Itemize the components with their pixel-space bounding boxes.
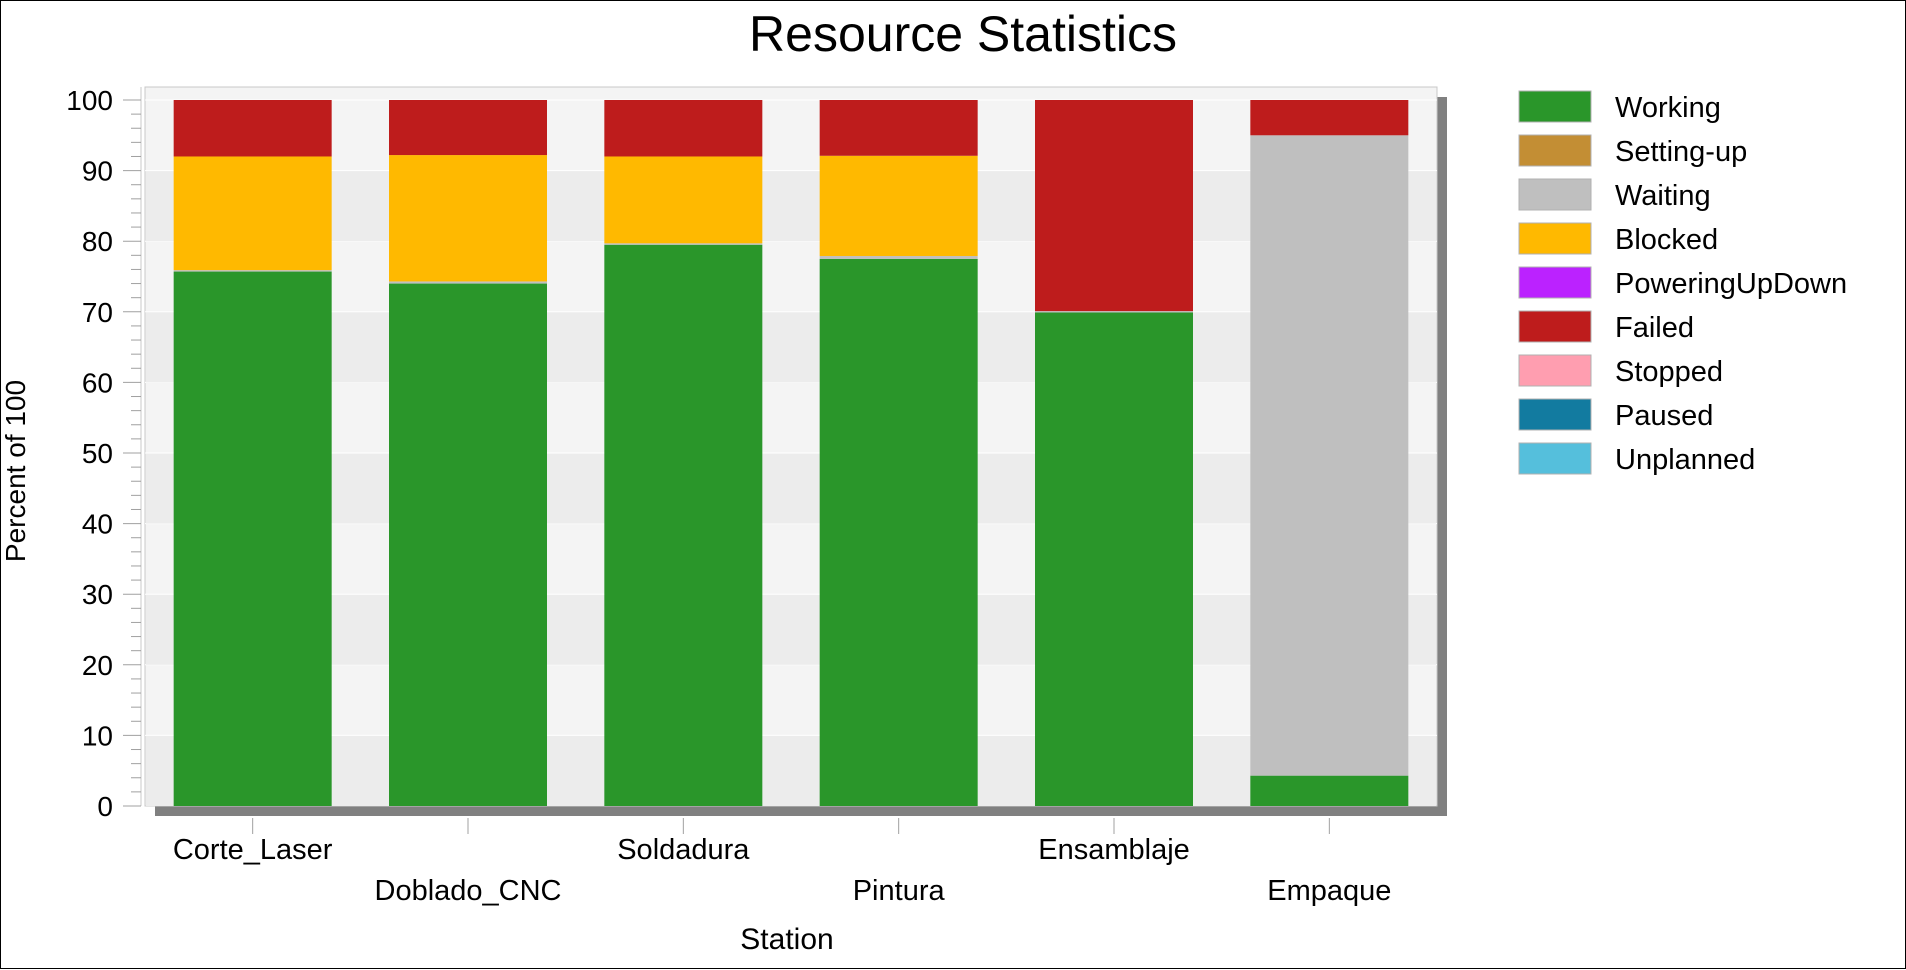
legend-swatch-unplanned xyxy=(1518,442,1592,475)
bar-segment-working-corte_laser xyxy=(173,271,332,807)
bar-segment-failed-ensamblaje xyxy=(1035,100,1193,312)
bar-segment-blocked-corte_laser xyxy=(173,156,332,271)
bar-segment-working-doblado_cnc xyxy=(389,283,547,806)
legend-label: Unplanned xyxy=(1615,444,1755,476)
legend-label: Stopped xyxy=(1615,356,1723,388)
y-axis: 0 10 20 30 40 50 60 70 80 90 100 xyxy=(66,85,142,822)
bar-segment-waiting-pintura xyxy=(819,256,978,259)
bar-segment-blocked-pintura xyxy=(819,155,978,257)
chart-title: Resource Statistics xyxy=(749,6,1177,62)
legend-swatch-blocked xyxy=(1518,222,1592,255)
grid-band xyxy=(146,453,1436,524)
legend-swatch-stopped xyxy=(1518,354,1592,387)
x-tick-label: Pintura xyxy=(853,875,946,907)
x-axis-label: Station xyxy=(740,923,833,956)
x-tick-label: Corte_Laser xyxy=(173,834,333,866)
y-tick-label: 30 xyxy=(82,579,113,610)
y-tick-label: 50 xyxy=(82,438,113,469)
y-tick-label: 90 xyxy=(82,156,113,187)
bar-segment-waiting-ensamblaje xyxy=(1035,311,1193,313)
bar-segment-failed-doblado_cnc xyxy=(389,100,547,156)
bar-segment-waiting-soldadura xyxy=(604,243,763,245)
legend-label: Paused xyxy=(1615,400,1713,432)
bars xyxy=(173,100,1409,807)
y-tick-label: 40 xyxy=(82,509,113,540)
bar-segment-working-pintura xyxy=(819,258,978,807)
bar-segment-blocked-doblado_cnc xyxy=(389,155,547,282)
y-axis-label: Percent of 100 xyxy=(1,380,31,562)
x-tick-label: Ensamblaje xyxy=(1038,834,1190,866)
x-tick-label: Soldadura xyxy=(617,834,750,866)
legend-label: Failed xyxy=(1615,312,1694,344)
bar-segment-waiting-doblado_cnc xyxy=(389,281,547,284)
legend-swatch-poweringupdown xyxy=(1518,266,1592,299)
legend: Working Setting-up Waiting Blocked PoweringU… xyxy=(1518,90,1847,476)
bar-segment-failed-soldadura xyxy=(604,100,763,157)
grid-band xyxy=(146,311,1436,383)
legend-swatch-waiting xyxy=(1518,178,1592,211)
bar-segment-working-soldadura xyxy=(604,244,763,807)
legend-label: Working xyxy=(1615,92,1721,124)
y-tick-label: 80 xyxy=(82,226,113,257)
legend-swatch-setting-up xyxy=(1518,134,1592,167)
y-tick-label: 70 xyxy=(82,297,113,328)
bar-segment-failed-pintura xyxy=(819,100,978,156)
bar-segment-blocked-soldadura xyxy=(604,156,763,244)
bar-segment-waiting-corte_laser xyxy=(173,270,332,272)
y-tick-label: 20 xyxy=(82,650,113,681)
legend-label: Setting-up xyxy=(1615,136,1747,168)
grid-band xyxy=(146,735,1436,806)
legend-label: Blocked xyxy=(1615,224,1718,256)
bar-segment-failed-empaque xyxy=(1250,100,1409,136)
grid-band xyxy=(146,594,1436,665)
bar-segment-failed-corte_laser xyxy=(173,100,332,157)
legend-swatch-failed xyxy=(1518,310,1592,343)
legend-label: PoweringUpDown xyxy=(1615,268,1847,300)
x-tick-label: Doblado_CNC xyxy=(375,875,562,907)
bar-segment-working-ensamblaje xyxy=(1035,312,1193,806)
y-tick-label: 60 xyxy=(82,367,113,398)
bar-segment-waiting-empaque xyxy=(1250,135,1409,776)
bar-segment-working-empaque xyxy=(1250,775,1409,806)
y-tick-label: 0 xyxy=(97,791,113,822)
grid-band xyxy=(146,170,1436,242)
y-tick-label: 10 xyxy=(82,720,113,751)
legend-swatch-working xyxy=(1518,90,1592,123)
y-tick-label: 100 xyxy=(66,85,113,116)
x-axis: Corte_Laser Doblado_CNC Soldadura Pintura En… xyxy=(173,818,1391,907)
legend-swatch-paused xyxy=(1518,398,1592,431)
plot-area xyxy=(144,86,1447,816)
x-tick-label: Empaque xyxy=(1267,875,1391,907)
legend-label: Waiting xyxy=(1615,180,1711,212)
